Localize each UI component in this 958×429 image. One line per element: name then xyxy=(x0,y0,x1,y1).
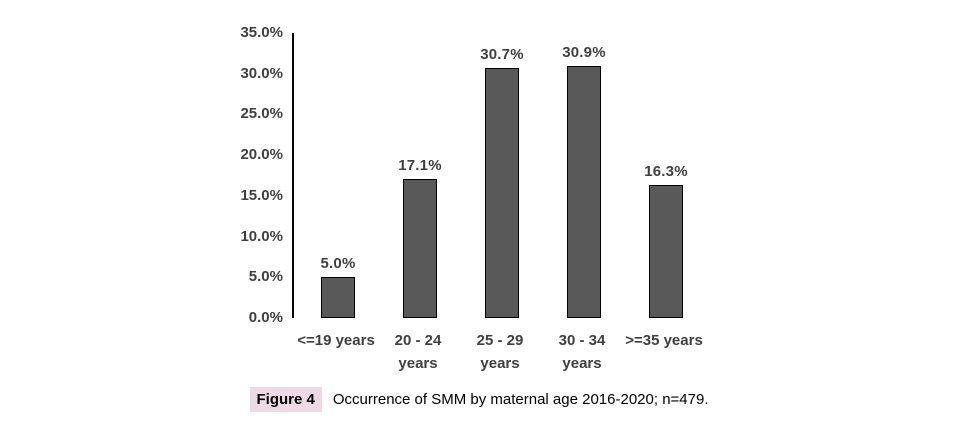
y-tick-label-10.0%: 10.0% xyxy=(240,228,283,245)
figure-caption-text: Occurrence of SMM by maternal age 2016-2… xyxy=(332,391,709,408)
y-tick-label-30.0%: 30.0% xyxy=(240,65,283,82)
y-tick-label-35.0%: 35.0% xyxy=(240,24,283,41)
x-category-label-2: 20 - 24 years xyxy=(394,332,442,372)
y-tick-label-0.0%: 0.0% xyxy=(248,309,283,326)
y-tick-label-25.0%: 25.0% xyxy=(240,105,283,122)
x-category-label-1: <=19 years xyxy=(297,332,375,349)
bar-2 xyxy=(403,179,437,318)
bar-3 xyxy=(485,68,519,318)
figure-number-label: Figure 4 xyxy=(249,387,322,412)
x-category-label-4: 30 - 34 years xyxy=(558,332,606,372)
bar-value-label-2: 17.1% xyxy=(398,157,442,174)
bar-value-label-1: 5.0% xyxy=(320,255,356,272)
x-category-label-3: 25 - 29 years xyxy=(476,332,524,372)
plot-area: 5.0% 17.1% 30.7% 30.9% 16.3% xyxy=(292,33,724,318)
bar-4 xyxy=(567,66,601,318)
bar-value-label-5: 16.3% xyxy=(644,163,688,180)
x-category-label-5: >=35 years xyxy=(625,332,703,349)
figure-caption: Figure 4 Occurrence of SMM by maternal a… xyxy=(0,387,958,412)
bar-value-label-3: 30.7% xyxy=(480,46,524,63)
y-tick-label-20.0%: 20.0% xyxy=(240,146,283,163)
y-tick-label-15.0%: 15.0% xyxy=(240,187,283,204)
bar-1 xyxy=(321,277,355,318)
bar-value-label-4: 30.9% xyxy=(562,44,606,61)
y-tick-label-5.0%: 5.0% xyxy=(248,268,283,285)
bar-5 xyxy=(649,185,683,318)
